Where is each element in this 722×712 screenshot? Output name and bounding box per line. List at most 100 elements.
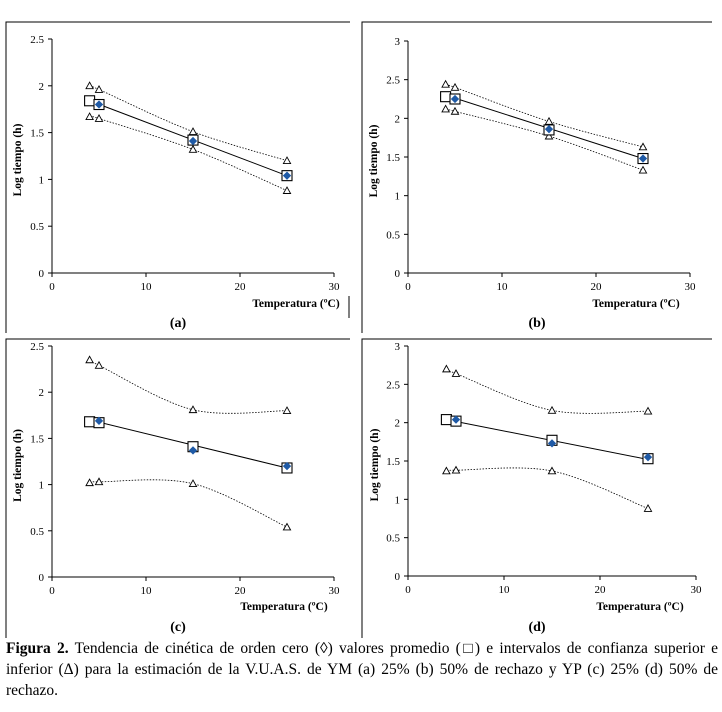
y-tick-label: 1 bbox=[395, 494, 401, 506]
y-axis-title: Log tiempo (h) bbox=[12, 123, 24, 196]
lower-interval-marker bbox=[188, 144, 198, 153]
lower-interval-marker bbox=[638, 165, 648, 174]
y-tick-label: 0.5 bbox=[30, 526, 44, 538]
x-tick-label: 10 bbox=[497, 281, 509, 293]
predicted-marker bbox=[94, 100, 104, 109]
y-axis-title: Log tiempo (h) bbox=[369, 428, 381, 501]
y-tick-label: 0 bbox=[39, 268, 45, 280]
y-tick-label: 2.5 bbox=[30, 34, 44, 46]
upper-interval-marker bbox=[282, 406, 292, 415]
y-tick-label: 2.5 bbox=[386, 379, 400, 391]
y-axis-title: Log tiempo (h) bbox=[12, 429, 24, 502]
y-tick-label: 3 bbox=[395, 36, 401, 48]
x-tick-label: 10 bbox=[499, 584, 511, 596]
lower-interval-marker bbox=[643, 504, 653, 512]
lower-interval-marker bbox=[188, 479, 198, 488]
y-tick-label: 2 bbox=[395, 113, 401, 125]
x-tick-label: 20 bbox=[591, 281, 603, 293]
x-axis-title: Temperatura (ºC) bbox=[240, 601, 328, 613]
y-tick-label: 1.5 bbox=[386, 152, 400, 164]
predicted-marker bbox=[547, 439, 557, 448]
caption-text: Tendencia de cinética de orden cero (◊) … bbox=[6, 640, 718, 699]
upper-interval-marker bbox=[94, 85, 104, 93]
x-axis-title: Temperatura (ºC) bbox=[592, 298, 680, 310]
upper-interval-marker bbox=[544, 116, 554, 125]
upper-interval-marker bbox=[94, 360, 104, 369]
y-tick-label: 0 bbox=[39, 572, 45, 584]
chart-panel-a: 0 0.5 1 1.5 2 2.5 0 10 20 30 Log tiempo (h) Tempera… bbox=[5, 21, 350, 333]
y-tick-label: 2.5 bbox=[30, 341, 44, 353]
upper-interval-marker bbox=[547, 405, 557, 414]
upper-interval-curve bbox=[444, 368, 649, 414]
lower-interval-marker bbox=[450, 106, 460, 115]
upper-interval-curve bbox=[88, 359, 288, 414]
y-tick-label: 0.5 bbox=[30, 221, 44, 233]
mean-marker bbox=[84, 95, 96, 107]
upper-interval-marker bbox=[188, 127, 198, 135]
x-tick-label: 30 bbox=[329, 585, 341, 597]
lower-interval-curve bbox=[444, 108, 644, 171]
lower-interval-marker bbox=[441, 104, 450, 113]
y-tick-label: 2 bbox=[395, 418, 401, 430]
lower-interval-marker bbox=[282, 522, 292, 531]
y-tick-label: 1.5 bbox=[30, 128, 44, 140]
mean-marker bbox=[440, 414, 452, 426]
x-axis-title: Temperatura (ºC) bbox=[596, 601, 684, 613]
panel-frame bbox=[5, 21, 350, 333]
lower-interval-curve bbox=[88, 115, 288, 191]
x-tick-label: 20 bbox=[235, 281, 247, 293]
x-tick-label: 10 bbox=[141, 585, 153, 597]
upper-interval-curve bbox=[444, 83, 644, 148]
upper-interval-marker bbox=[85, 355, 94, 364]
x-tick-label: 0 bbox=[405, 584, 411, 596]
y-tick-label: 1 bbox=[395, 191, 401, 203]
upper-interval-marker bbox=[441, 79, 450, 88]
y-tick-label: 1.5 bbox=[386, 456, 400, 468]
upper-interval-curve bbox=[88, 84, 288, 162]
chart-panel-c: 0 0.5 1 1.5 2 2.5 0 10 20 30 Log tiempo (h) Tempera… bbox=[5, 338, 350, 638]
x-tick-label: 0 bbox=[405, 281, 411, 293]
predicted-marker bbox=[544, 124, 554, 134]
panel-label: (b) bbox=[528, 316, 545, 331]
predicted-marker bbox=[451, 415, 461, 424]
panel-frame bbox=[361, 21, 712, 333]
figure-caption: Figura 2. Tendencia de cinética de orden… bbox=[6, 638, 718, 701]
y-tick-label: 0 bbox=[395, 571, 401, 583]
upper-interval-marker bbox=[643, 406, 653, 415]
predicted-marker bbox=[282, 461, 292, 471]
lower-interval-marker bbox=[547, 466, 557, 475]
panel-label: (d) bbox=[528, 620, 545, 635]
y-tick-label: 0.5 bbox=[386, 533, 400, 545]
y-tick-label: 1.5 bbox=[30, 433, 44, 445]
upper-interval-marker bbox=[85, 81, 94, 90]
lower-interval-curve bbox=[444, 467, 649, 509]
predicted-marker bbox=[94, 416, 104, 426]
upper-interval-marker bbox=[451, 369, 461, 377]
predicted-marker bbox=[188, 446, 198, 455]
y-tick-label: 1 bbox=[39, 174, 45, 186]
panel-frame bbox=[5, 338, 350, 638]
lower-interval-marker bbox=[451, 465, 461, 474]
predicted-marker bbox=[643, 453, 653, 462]
y-tick-label: 0.5 bbox=[386, 229, 400, 241]
x-tick-label: 20 bbox=[235, 585, 247, 597]
upper-interval-marker bbox=[442, 364, 451, 373]
lower-interval-marker bbox=[85, 112, 94, 121]
caption-label: Figura 2. bbox=[6, 640, 69, 657]
lower-interval-marker bbox=[94, 114, 104, 122]
x-tick-label: 30 bbox=[685, 281, 697, 293]
predicted-marker bbox=[282, 171, 292, 180]
upper-interval-marker bbox=[188, 405, 198, 414]
mean-marker bbox=[440, 91, 452, 103]
x-tick-label: 0 bbox=[49, 281, 55, 293]
x-axis-title: Temperatura (ºC) bbox=[252, 298, 340, 310]
y-tick-label: 2.5 bbox=[386, 75, 400, 87]
lower-interval-marker bbox=[85, 478, 94, 487]
upper-interval-marker bbox=[282, 156, 292, 165]
predicted-marker bbox=[188, 136, 198, 146]
panel-label: (a) bbox=[170, 316, 187, 331]
y-tick-label: 3 bbox=[395, 341, 401, 353]
lower-interval-marker bbox=[442, 466, 451, 475]
y-tick-label: 2 bbox=[39, 387, 45, 399]
